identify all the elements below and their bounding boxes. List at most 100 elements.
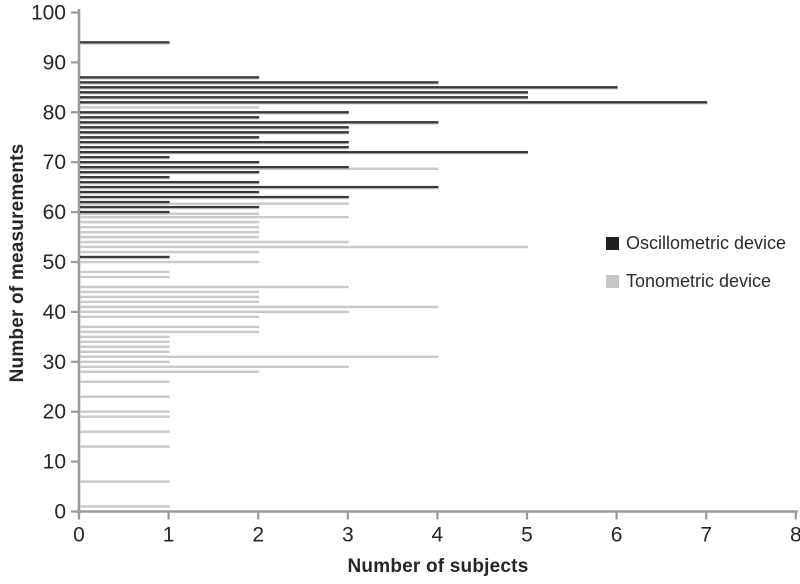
x-tick-label: 8	[790, 524, 800, 547]
tonometric-bar	[80, 290, 260, 294]
oscillometric-bar	[80, 176, 170, 179]
oscillometric-bar	[80, 195, 349, 199]
oscillometric-bar	[80, 116, 260, 119]
oscillometric-bar	[80, 41, 170, 44]
tonometric-bar	[80, 215, 349, 219]
y-tick-label: 40	[43, 301, 66, 324]
oscillometric-bar-edge	[80, 143, 349, 145]
y-axis-title: Number of measurements	[7, 143, 28, 383]
tonometric-bar	[80, 445, 170, 448]
oscillometric-bar	[80, 166, 349, 169]
tonometric-bar	[80, 360, 170, 363]
tonometric-bar	[80, 305, 439, 309]
legend-label: Tonometric device	[626, 270, 772, 291]
oscillometric-bar	[80, 86, 618, 89]
y-tick-label: 60	[43, 201, 66, 224]
oscillometric-bar-edge	[80, 148, 349, 150]
tonometric-bar	[80, 225, 260, 229]
oscillometric-bar-edge	[80, 213, 170, 215]
oscillometric-bar-edge	[80, 153, 528, 155]
legend: Oscillometric device Tonometric device	[606, 232, 787, 310]
tonometric-bar	[80, 355, 439, 358]
legend-item-tonometric: Tonometric device	[606, 270, 786, 291]
oscillometric-bar	[80, 205, 260, 209]
tonometric-bar	[80, 415, 170, 418]
oscillometric-bar-edge	[80, 133, 349, 135]
oscillometric-bar	[80, 141, 349, 144]
y-tick-label: 90	[43, 51, 66, 74]
tonometric-bar	[80, 365, 349, 368]
tonometric-bar	[80, 370, 260, 373]
tonometric-bar	[80, 345, 170, 348]
tonometric-bar	[80, 240, 349, 244]
oscillometric-bar	[80, 146, 349, 149]
y-tick-label: 100	[31, 2, 66, 25]
x-tick-label: 3	[342, 524, 354, 547]
tonometric-bar	[80, 505, 170, 508]
oscillometric-bar-edge	[80, 193, 260, 195]
oscillometric-bar-edge	[80, 103, 708, 105]
oscillometric-bar-edge	[80, 118, 260, 120]
tonometric-swatch-icon	[606, 274, 619, 288]
oscillometric-bar-edge	[80, 258, 170, 260]
x-axis-title: Number of subjects	[347, 556, 529, 577]
tonometric-bar	[80, 395, 170, 398]
oscillometric-bar	[80, 111, 349, 114]
oscillometric-bar	[80, 210, 170, 214]
y-tick-label: 70	[43, 151, 66, 174]
oscillometric-bar-edge	[80, 83, 439, 85]
y-tick-label: 10	[43, 451, 66, 474]
tonometric-bar	[80, 300, 260, 304]
tonometric-bar	[80, 260, 260, 264]
tonometric-bar	[80, 315, 260, 319]
oscillometric-bar	[80, 76, 260, 79]
oscillometric-bar-edge	[80, 138, 260, 140]
legend-item-oscillometric: Oscillometric device	[606, 232, 787, 253]
oscillometric-bar-edge	[80, 98, 528, 100]
tonometric-bar	[80, 106, 260, 109]
oscillometric-bar	[80, 171, 260, 174]
tonometric-bar	[80, 380, 170, 383]
oscillometric-bar-edge	[80, 183, 260, 185]
tonometric-bar	[80, 230, 260, 234]
tonometric-bar	[80, 350, 170, 353]
oscillometric-swatch-icon	[606, 236, 619, 250]
x-tick-label: 2	[252, 524, 264, 547]
oscillometric-bar-edge	[80, 128, 349, 130]
oscillometric-bar	[80, 101, 708, 104]
oscillometric-bar	[80, 190, 260, 194]
oscillometric-bar-edge	[80, 173, 260, 175]
oscillometric-bar-edge	[80, 198, 349, 200]
oscillometric-bar-edge	[80, 178, 170, 180]
oscillometric-bar	[80, 181, 260, 184]
tonometric-bar	[80, 310, 349, 314]
y-tick-label: 80	[43, 101, 66, 124]
tonometric-bar	[80, 340, 170, 343]
oscillometric-bar-edge	[80, 168, 349, 170]
oscillometric-bar	[80, 151, 528, 154]
oscillometric-bar	[80, 156, 170, 159]
x-tick-label: 0	[73, 524, 85, 547]
oscillometric-bar	[80, 136, 260, 139]
oscillometric-bar-edge	[80, 158, 170, 160]
tonometric-bar	[80, 250, 260, 254]
legend-label: Oscillometric device	[626, 232, 787, 253]
oscillometric-bar-edge	[80, 88, 618, 90]
y-tick-label: 50	[43, 251, 66, 274]
tonometric-bar	[80, 430, 170, 433]
tonometric-bar	[80, 275, 170, 279]
tonometric-bar	[80, 325, 260, 329]
oscillometric-bar-edge	[80, 203, 170, 205]
tonometric-bar	[80, 235, 260, 239]
tonometric-bar	[80, 480, 170, 483]
oscillometric-bar	[80, 185, 439, 189]
tonometric-bar	[80, 295, 260, 299]
oscillometric-bar	[80, 126, 349, 129]
y-tick-label: 0	[54, 501, 66, 524]
oscillometric-bar	[80, 161, 260, 164]
tonometric-bar	[80, 270, 170, 274]
oscillometric-bar-edge	[80, 188, 439, 190]
tonometric-bar	[80, 335, 170, 339]
oscillometric-bar	[80, 255, 170, 259]
